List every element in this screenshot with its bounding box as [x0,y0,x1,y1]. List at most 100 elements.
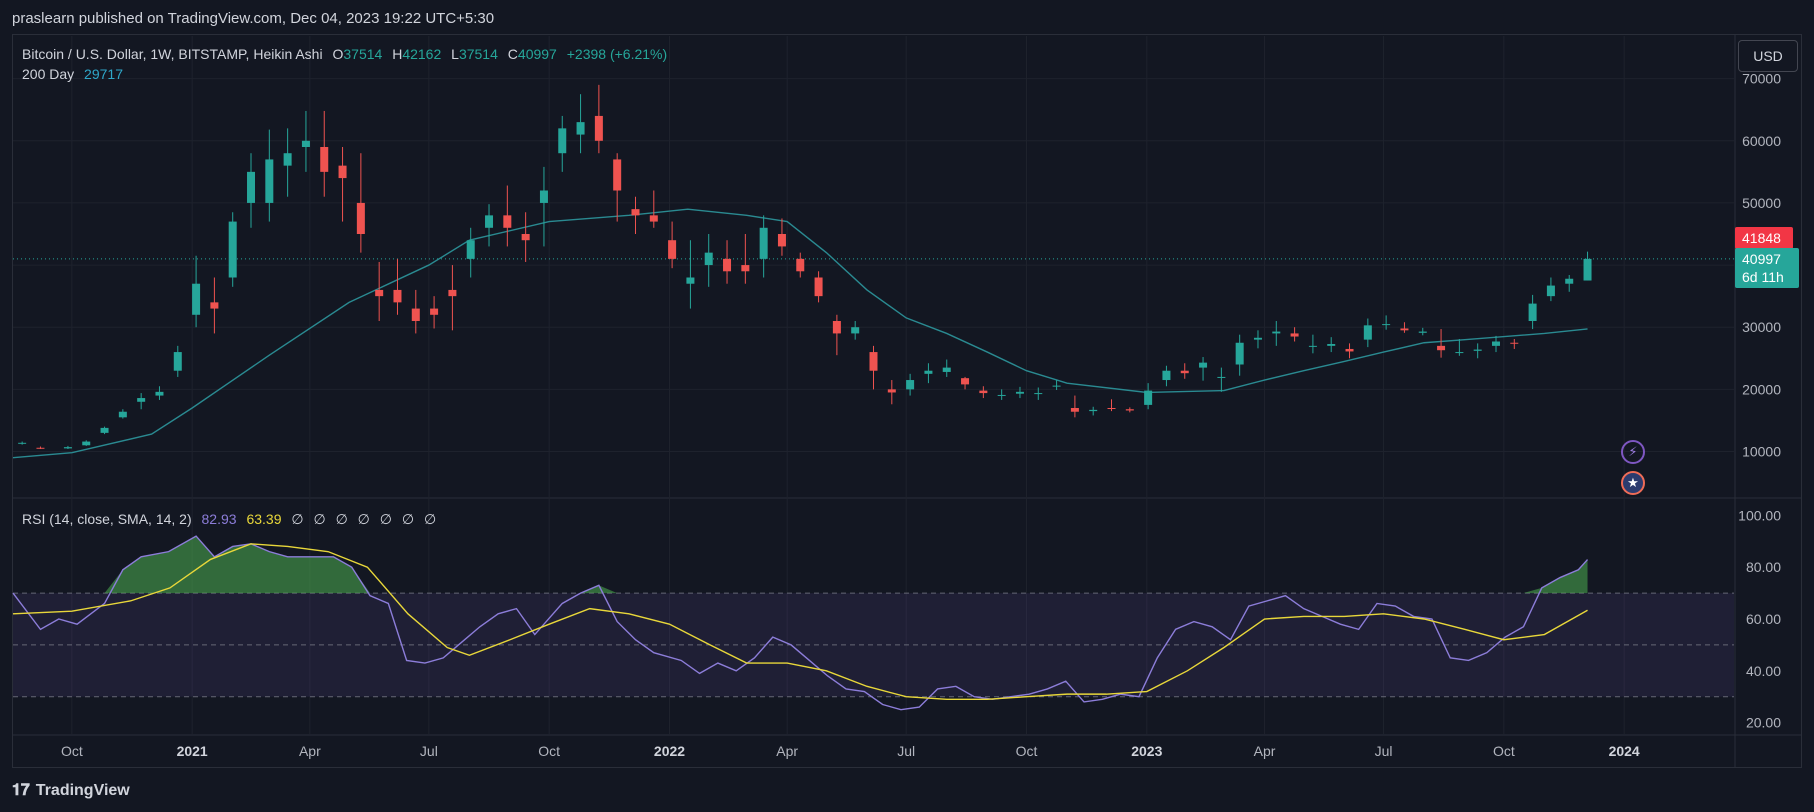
low-value: 37514 [458,46,498,62]
ma-legend[interactable]: 200 Day 29717 [22,66,129,82]
candle [247,153,256,228]
us-flag-icon[interactable]: ★ [1621,471,1645,495]
publisher-line: praslearn published on TradingView.com, … [12,10,495,27]
currency-button[interactable]: USD [1738,40,1798,72]
change-value: +2398 (+6.21%) [566,46,668,62]
candle [137,393,146,410]
candle [63,445,72,450]
time-tick-label: Jul [897,743,915,759]
candle-body [558,128,567,154]
candle-body [1345,348,1354,352]
candle [1418,327,1427,336]
ma-value: 29717 [84,66,123,82]
candle-body [942,367,951,372]
candle [869,345,878,390]
time-tick-label: Apr [1254,743,1276,759]
candle-body [1272,331,1281,334]
candle-body [411,308,420,321]
price-tick-label: 30000 [1742,319,1781,335]
last-price-tag: 40997 6d 11h [1735,248,1799,288]
rsi-legend[interactable]: RSI (14, close, SMA, 14, 2) 82.93 63.39 … [22,511,442,528]
chart-frame[interactable] [12,34,1802,768]
tradingview-logo[interactable]: 𝟏𝟕 TradingView [12,782,130,800]
candle [704,234,713,287]
candle [942,359,951,377]
candle-body [869,352,878,371]
candle-body [1144,390,1153,405]
candle [1180,363,1189,379]
candle [1308,334,1317,354]
candle-body [503,215,512,228]
candle [301,110,310,172]
symbol-legend[interactable]: Bitcoin / U.S. Dollar, 1W, BITSTAMP, Hei… [22,46,673,62]
time-tick-label: 2021 [177,743,208,759]
close-label: C [507,46,518,62]
rsi-value: 82.93 [201,511,237,527]
candle-body [375,289,384,297]
candle [906,373,915,396]
tradingview-logo-icon: 𝟏𝟕 [12,782,30,799]
candle-body [832,321,841,334]
candle-body [1565,278,1574,284]
lightning-icon[interactable]: ⚡ [1621,440,1645,464]
candle-body [485,215,494,228]
candle [686,240,695,309]
candle [558,115,567,172]
candle-body [1473,349,1482,351]
candle-body [18,442,27,444]
candle-body [1382,324,1391,326]
high-label: H [392,46,403,62]
candle [1290,327,1299,342]
candle [1565,275,1574,292]
candle [1015,386,1024,399]
candle-body [63,447,72,449]
candle-body [576,122,585,135]
candle-body [393,289,402,303]
candle-body [887,389,896,393]
candle [521,212,530,262]
candle-body [759,227,768,259]
candle [1528,294,1537,330]
candle-body [1308,345,1317,347]
candle-body [613,159,622,191]
candle [1272,321,1281,346]
candle [210,277,219,334]
close-value: 40997 [517,46,557,62]
candle [1070,395,1079,418]
candle-body [173,352,182,371]
candle [393,258,402,315]
candle [1107,399,1116,412]
candle [961,376,970,390]
candle-body [1546,285,1555,297]
candle-body [924,370,933,374]
candle [265,129,274,222]
candle [82,440,91,446]
candle-body [448,289,457,297]
candle-body [283,153,292,166]
candle-body [1363,325,1372,340]
candle [759,215,768,278]
candle-body [1253,337,1262,340]
rsi-tick-label: 100.00 [1738,507,1781,523]
candle [649,190,658,228]
candle-body [1034,393,1043,395]
open-label: O [332,46,344,62]
candle [1144,383,1153,410]
candle [1437,329,1446,358]
moving-average-line [12,208,1588,459]
high-value: 42162 [402,46,442,62]
time-tick-label: Apr [299,743,321,759]
candle-body [1052,385,1061,387]
high-price-tag: 41848 [1735,227,1793,249]
candle-body [1491,341,1500,346]
candle [723,240,732,284]
candle-body [997,394,1006,396]
candle [1345,343,1354,359]
candle-body [979,390,988,394]
time-tick-label: Jul [420,743,438,759]
rsi-na-value: ∅ [313,511,326,527]
time-tick-label: Oct [61,743,83,759]
candle [338,147,347,222]
candle [777,218,786,256]
